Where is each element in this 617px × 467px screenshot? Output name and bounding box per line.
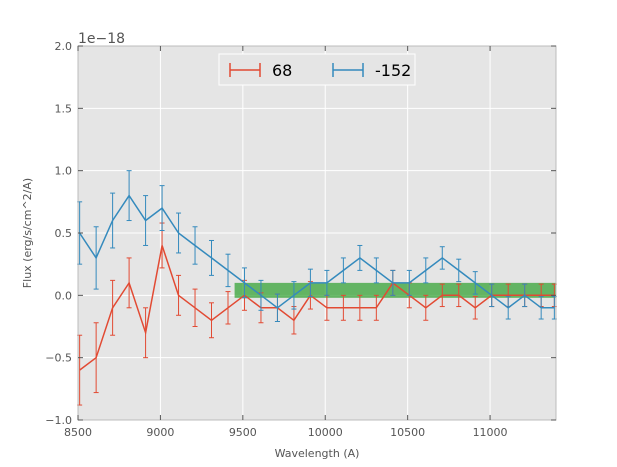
y-tick-label: −1.0 [45,414,72,427]
x-tick-label: 9500 [229,426,257,439]
y-offset-label: 1e−18 [78,31,125,47]
legend-label: 68 [272,61,292,80]
y-tick-label: 1.0 [55,165,73,178]
series-line [79,245,555,371]
axes: 8500 9000 9500 10000 10500 11000 −1.0 −0.5 0.0 0.… [45,40,557,439]
series--152 [77,170,557,323]
series-layer [77,170,557,406]
legend-entry-68: 68 [229,61,292,80]
x-tick-label: 9000 [146,426,174,439]
grid [77,45,556,421]
y-axis-label: Flux (erg/s/cm^2/A) [21,178,34,288]
y-tick-label: 2.0 [55,40,73,53]
y-tick-label: −0.5 [45,352,72,365]
y-tick-label: 0.0 [55,289,73,302]
x-tick-label: 8500 [64,426,92,439]
legend-label: -152 [375,61,411,80]
legend: 68 -152 [218,53,416,86]
x-axis-label: Wavelength (A) [275,447,360,460]
legend-entry--152: -152 [332,61,411,80]
x-tick-label: 10500 [390,426,425,439]
x-tick-label: 10000 [308,426,343,439]
series-line [78,194,555,309]
y-tick-label: 0.5 [55,227,73,240]
x-tick-label: 11000 [473,426,508,439]
y-tick-label: 1.5 [55,102,73,115]
